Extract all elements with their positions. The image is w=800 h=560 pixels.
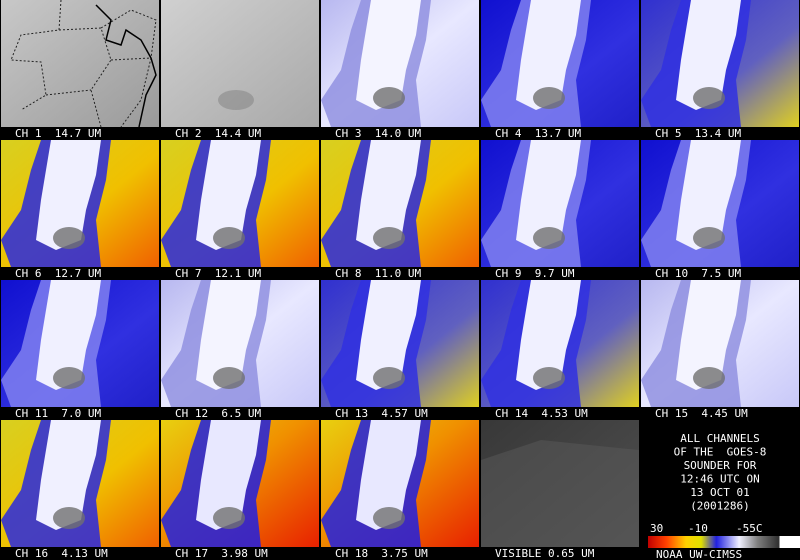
satellite-panel: CH 7 12.1 UM — [161, 140, 319, 280]
cloud-core — [213, 227, 245, 249]
info-panel: ALL CHANNELS OF THE GOES-8 SOUNDER FOR 12:4… — [648, 432, 800, 560]
cloud-core — [373, 227, 405, 249]
satellite-panel: VISIBLE 0.65 UM — [481, 420, 639, 560]
cloud-band — [36, 420, 101, 530]
info-line: 12:46 UTC ON — [680, 473, 759, 486]
satellite-panel: CH 11 7.0 UM — [1, 280, 159, 420]
satellite-panel: CH 1 14.7 UM — [1, 0, 159, 140]
satellite-panel: CH 3 14.0 UM — [321, 0, 479, 140]
cloud-core — [373, 367, 405, 389]
satellite-panel: CH 10 7.5 UM — [641, 140, 799, 280]
satellite-panel: CH 14 4.53 UM — [481, 280, 639, 420]
info-text: ALL CHANNELS OF THE GOES-8 SOUNDER FOR 12:4… — [674, 432, 767, 513]
cloud-band — [196, 140, 261, 250]
footer: NOAA UW-CIMSS — [656, 548, 742, 560]
cloud-band — [516, 280, 581, 390]
satellite-panel: CH 16 4.13 UM — [1, 420, 159, 560]
cloud-core — [693, 367, 725, 389]
cloud-core — [373, 87, 405, 109]
channel-label: CH 13 4.57 UM — [335, 407, 428, 420]
color-bar — [648, 536, 800, 548]
info-line: SOUNDER FOR — [684, 459, 757, 472]
channel-label: CH 2 14.4 UM — [175, 127, 261, 140]
cloud-core — [53, 507, 85, 529]
cloud-band — [516, 140, 581, 250]
cloud-band — [356, 280, 421, 390]
channel-label: VISIBLE 0.65 UM — [495, 547, 595, 560]
channel-label: CH 5 13.4 UM — [655, 127, 741, 140]
channel-label: CH 12 6.5 UM — [175, 407, 261, 420]
satellite-panel: CH 8 11.0 UM — [321, 140, 479, 280]
channel-label: CH 9 9.7 UM — [495, 267, 575, 280]
channel-label: CH 17 3.98 UM — [175, 547, 268, 560]
colorbar-label: 30 — [650, 522, 663, 535]
channel-label: CH 1 14.7 UM — [15, 127, 101, 140]
satellite-panel: CH 18 3.75 UM — [321, 420, 479, 560]
cloud-core — [533, 87, 565, 109]
satellite-panel: CH 4 13.7 UM — [481, 0, 639, 140]
channel-label: CH 6 12.7 UM — [15, 267, 101, 280]
channel-label: CH 7 12.1 UM — [175, 267, 261, 280]
map-borders — [10, 0, 157, 128]
cloud-band — [481, 440, 639, 547]
cloud-core — [213, 507, 245, 529]
colorbar-label: -10 — [688, 522, 708, 535]
info-line: 13 OCT 01 — [690, 486, 750, 499]
satellite-panel: CH 17 3.98 UM — [161, 420, 319, 560]
cloud-band — [356, 140, 421, 250]
map-coast — [95, 4, 157, 128]
cloud-shadow — [218, 90, 254, 110]
satellite-panel: CH 2 14.4 UM — [161, 0, 319, 140]
cloud-band — [196, 280, 261, 390]
satellite-panel: CH 9 9.7 UM — [481, 140, 639, 280]
cloud-core — [693, 227, 725, 249]
cloud-core — [53, 367, 85, 389]
channel-label: CH 16 4.13 UM — [15, 547, 108, 560]
satellite-panel: CH 5 13.4 UM — [641, 0, 799, 140]
channel-label: CH 15 4.45 UM — [655, 407, 748, 420]
cloud-band — [676, 280, 741, 390]
channel-label: CH 4 13.7 UM — [495, 127, 581, 140]
cloud-core — [693, 87, 725, 109]
channel-label: CH 10 7.5 UM — [655, 267, 741, 280]
cloud-band — [36, 280, 101, 390]
cloud-band — [196, 420, 261, 530]
info-line: ALL CHANNELS — [680, 432, 759, 445]
info-line: OF THE GOES-8 — [674, 446, 767, 459]
satellite-panel: CH 12 6.5 UM — [161, 280, 319, 420]
cloud-core — [213, 367, 245, 389]
cloud-band — [356, 420, 421, 530]
channel-label: CH 11 7.0 UM — [15, 407, 101, 420]
channel-label: CH 18 3.75 UM — [335, 547, 428, 560]
colorbar-label: -55C — [736, 522, 763, 535]
cloud-band — [676, 140, 741, 250]
cloud-band — [676, 0, 741, 110]
cloud-band — [516, 0, 581, 110]
channel-label: CH 8 11.0 UM — [335, 267, 421, 280]
channel-label: CH 14 4.53 UM — [495, 407, 588, 420]
cloud-core — [533, 367, 565, 389]
satellite-panel: CH 13 4.57 UM — [321, 280, 479, 420]
cloud-core — [53, 227, 85, 249]
satellite-panel: CH 6 12.7 UM — [1, 140, 159, 280]
cloud-core — [533, 227, 565, 249]
cloud-core — [373, 507, 405, 529]
channel-label: CH 3 14.0 UM — [335, 127, 421, 140]
satellite-panel: CH 15 4.45 UM — [641, 280, 799, 420]
info-line: (2001286) — [690, 500, 750, 513]
cloud-band — [36, 140, 101, 250]
cloud-band — [356, 0, 421, 110]
